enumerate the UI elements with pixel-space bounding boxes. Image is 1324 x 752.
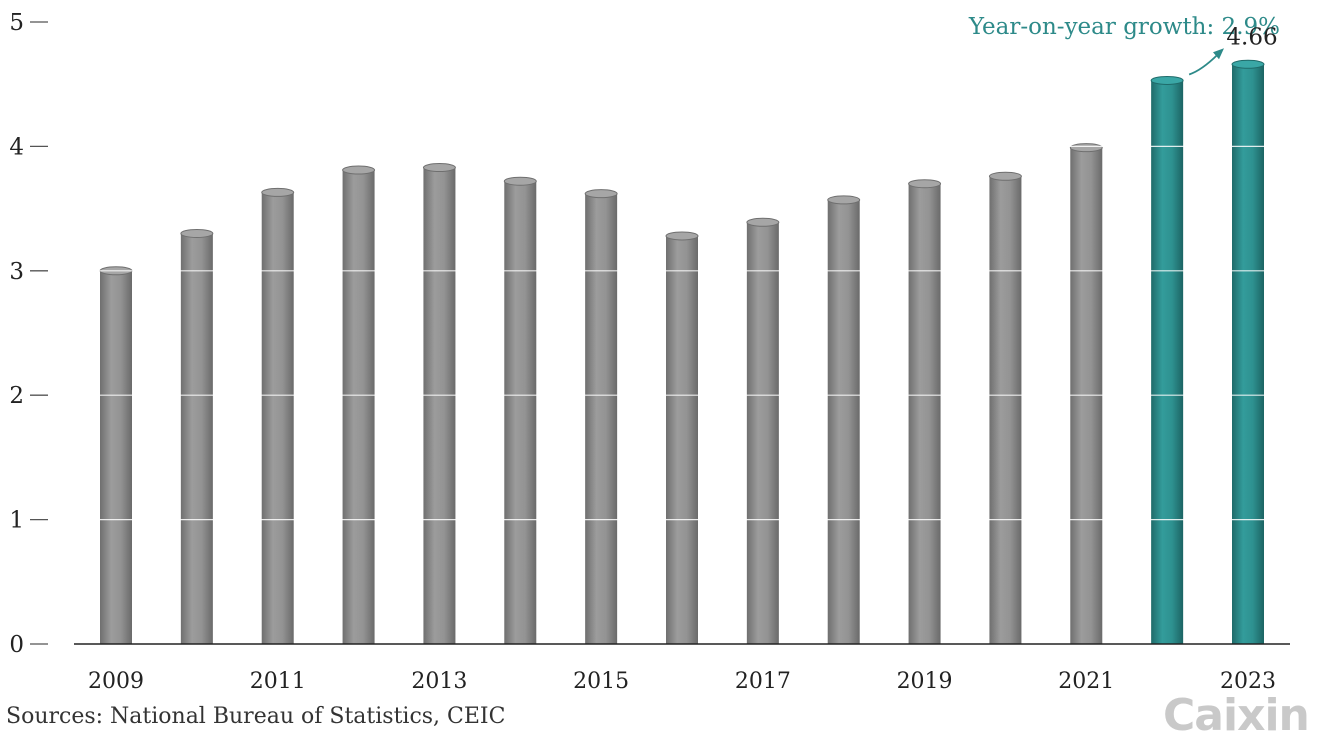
bar-cap-2015 bbox=[584, 189, 618, 199]
bar-body-2013 bbox=[423, 167, 456, 644]
bar-body-2010 bbox=[180, 233, 213, 645]
bar-cap-2023 bbox=[1231, 59, 1265, 69]
bar-cap-2011 bbox=[261, 187, 295, 197]
x-tick-label-2011: 2011 bbox=[250, 669, 306, 694]
bar-body-2020 bbox=[989, 176, 1022, 645]
bar-cap-2019 bbox=[908, 179, 942, 189]
bar-body-2017 bbox=[746, 222, 779, 644]
bar-2022 bbox=[1150, 75, 1184, 644]
bar-cap-2017 bbox=[746, 217, 780, 227]
source-note: Sources: National Bureau of Statistics, … bbox=[6, 704, 506, 729]
bar-2009 bbox=[99, 266, 133, 644]
bar-cap-2018 bbox=[827, 195, 861, 205]
x-tick-label-2023: 2023 bbox=[1220, 669, 1276, 694]
y-tick-label-2: 2 bbox=[9, 383, 24, 409]
x-tick-label-2015: 2015 bbox=[573, 669, 629, 694]
y-tick-label-1: 1 bbox=[9, 508, 24, 534]
caixin-logo: Caixin bbox=[1163, 690, 1310, 741]
bar-body-2016 bbox=[666, 235, 698, 644]
bar-body-2023 bbox=[1232, 64, 1264, 644]
bar-2018 bbox=[827, 195, 861, 644]
y-tick-label-5: 5 bbox=[9, 10, 24, 36]
bar-2013 bbox=[422, 163, 456, 644]
bar-2017 bbox=[746, 217, 780, 644]
bar-body-2021 bbox=[1070, 147, 1103, 645]
bar-body-2018 bbox=[827, 199, 860, 644]
bar-body-2019 bbox=[908, 183, 941, 644]
bar-body-2009 bbox=[100, 270, 132, 644]
bar-cap-2014 bbox=[503, 176, 537, 186]
bar-cap-2020 bbox=[988, 171, 1022, 181]
bar-cap-2022 bbox=[1150, 75, 1184, 85]
bar-2012 bbox=[342, 165, 376, 644]
bar-body-2022 bbox=[1151, 80, 1184, 644]
bar-2020 bbox=[988, 171, 1022, 645]
y-tick-label-3: 3 bbox=[9, 259, 24, 285]
annotation-arrow-head bbox=[1213, 48, 1224, 60]
x-tick-label-2021: 2021 bbox=[1058, 669, 1114, 694]
x-tick-label-2009: 2009 bbox=[88, 669, 144, 694]
x-tick-label-2017: 2017 bbox=[735, 669, 791, 694]
bar-2021 bbox=[1069, 143, 1103, 645]
bar-cap-2010 bbox=[180, 228, 214, 238]
bar-body-2014 bbox=[504, 181, 537, 644]
bar-2010 bbox=[180, 228, 214, 645]
bar-2019 bbox=[908, 179, 942, 644]
bar-body-2011 bbox=[261, 192, 294, 645]
bar-body-2012 bbox=[342, 170, 375, 644]
bar-body-2015 bbox=[585, 193, 618, 644]
x-tick-label-2019: 2019 bbox=[897, 669, 953, 694]
bar-chart: 0 1 2 3 4 5 2009 2011 2013 2015 2017 2019 2021 2023 Ye… bbox=[9, 10, 1290, 694]
bar-2014 bbox=[503, 176, 537, 644]
bar-cap-2013 bbox=[422, 163, 456, 173]
y-tick-label-0: 0 bbox=[9, 632, 24, 658]
annotation-arrow bbox=[1188, 53, 1219, 76]
x-tick-label-2013: 2013 bbox=[411, 669, 467, 694]
bar-2015 bbox=[584, 189, 618, 644]
bar-cap-2016 bbox=[665, 231, 699, 241]
bar-cap-2012 bbox=[342, 165, 376, 175]
y-tick-label-4: 4 bbox=[9, 134, 24, 160]
bar-cap-2021 bbox=[1069, 143, 1103, 153]
bar-2011 bbox=[261, 187, 295, 645]
data-label-2023: 4.66 bbox=[1226, 24, 1277, 50]
bar-2016 bbox=[665, 231, 699, 644]
bar-2023 bbox=[1231, 59, 1265, 644]
annotation-growth-label: Year-on-year growth: 2.9% bbox=[968, 14, 1280, 40]
